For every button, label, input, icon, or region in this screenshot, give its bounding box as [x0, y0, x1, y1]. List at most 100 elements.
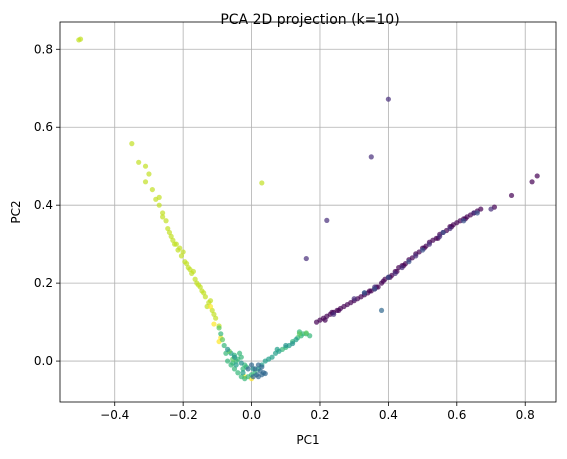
data-point — [129, 141, 135, 147]
data-point — [197, 284, 203, 290]
data-point — [259, 180, 265, 186]
cluster-3 — [228, 337, 299, 376]
data-point — [219, 337, 226, 343]
data-point — [245, 366, 251, 372]
data-point — [250, 374, 256, 380]
data-point — [488, 206, 494, 212]
data-point — [211, 311, 217, 317]
x-tick-label: 0.8 — [516, 408, 535, 422]
y-tick: 0.8 — [34, 42, 60, 56]
data-point — [178, 253, 185, 259]
x-tick: −0.2 — [169, 402, 198, 422]
data-point — [478, 206, 484, 212]
data-point — [368, 154, 374, 160]
data-point — [331, 311, 337, 317]
data-point — [372, 286, 378, 292]
data-point — [290, 340, 296, 347]
data-point — [187, 266, 193, 273]
data-points — [76, 36, 540, 382]
data-point — [156, 202, 162, 208]
data-point — [76, 37, 82, 43]
data-point — [474, 210, 480, 216]
cluster-0 — [76, 36, 265, 329]
x-tick: 0.8 — [516, 402, 535, 422]
y-tick-label: 0.2 — [34, 276, 53, 290]
data-point — [142, 163, 149, 169]
cluster-8 — [216, 325, 309, 362]
data-point — [173, 241, 179, 247]
data-point — [266, 356, 272, 362]
data-point — [380, 278, 386, 284]
data-point — [366, 288, 373, 294]
data-point — [168, 233, 174, 239]
data-point — [336, 307, 342, 314]
x-tick-label: −0.4 — [100, 408, 129, 422]
x-tick-label: 0.0 — [242, 408, 261, 422]
data-point — [202, 294, 208, 300]
x-axis-label: PC1 — [296, 433, 319, 447]
data-point — [233, 362, 239, 368]
y-tick-label: 0.0 — [34, 354, 53, 368]
data-point — [378, 307, 385, 314]
data-point — [361, 290, 368, 296]
data-point — [296, 331, 303, 337]
data-point — [508, 192, 515, 199]
data-point — [231, 354, 238, 360]
x-tick-label: 0.6 — [447, 408, 466, 422]
x-tick-label: 0.2 — [310, 408, 329, 422]
chart-title: PCA 2D projection (k=10) — [220, 12, 399, 28]
data-point — [213, 315, 219, 321]
x-tick: 0.4 — [379, 402, 398, 422]
x-tick: 0.6 — [447, 402, 466, 422]
data-point — [192, 276, 198, 282]
data-point — [218, 331, 224, 337]
y-tick: 0.0 — [34, 354, 60, 368]
data-point — [440, 229, 446, 236]
data-point — [437, 233, 443, 239]
y-axis-label: PC2 — [9, 200, 23, 223]
data-point — [262, 370, 268, 377]
x-tick: −0.4 — [100, 402, 129, 422]
data-point — [324, 217, 330, 223]
data-point — [165, 225, 171, 232]
data-point — [160, 210, 166, 216]
data-point — [136, 159, 142, 165]
data-point — [293, 337, 299, 343]
data-point — [259, 364, 265, 370]
data-point — [221, 342, 227, 349]
cluster-6 — [303, 96, 494, 317]
data-point — [225, 346, 231, 352]
data-point — [211, 321, 217, 327]
data-point — [426, 241, 433, 247]
data-point — [183, 261, 190, 267]
x-tick: 0.2 — [310, 402, 330, 422]
data-point — [156, 194, 162, 200]
data-point — [447, 225, 453, 232]
data-point — [406, 259, 412, 265]
data-point — [385, 96, 391, 102]
data-point — [236, 350, 243, 356]
y-tick-label: 0.6 — [34, 120, 53, 134]
data-point — [392, 270, 398, 276]
cluster-5 — [313, 173, 540, 325]
data-point — [419, 247, 426, 253]
data-point — [180, 249, 186, 255]
data-point — [201, 290, 207, 296]
data-point — [283, 342, 289, 349]
data-point — [194, 280, 200, 286]
data-point — [351, 296, 357, 302]
data-point — [231, 366, 238, 372]
data-point — [207, 303, 214, 310]
data-point — [216, 325, 222, 331]
y-axis-ticks: 0.0 0.2 0.4 0.6 0.8 — [34, 42, 60, 368]
data-point — [248, 362, 255, 368]
data-point — [534, 173, 540, 179]
data-point — [160, 214, 166, 220]
x-tick-label: 0.4 — [379, 408, 398, 422]
cluster-7 — [361, 210, 480, 296]
x-tick: 0.0 — [242, 402, 261, 422]
data-point — [240, 370, 246, 376]
data-point — [225, 358, 231, 364]
y-tick: 0.6 — [34, 120, 60, 134]
data-point — [303, 255, 309, 262]
